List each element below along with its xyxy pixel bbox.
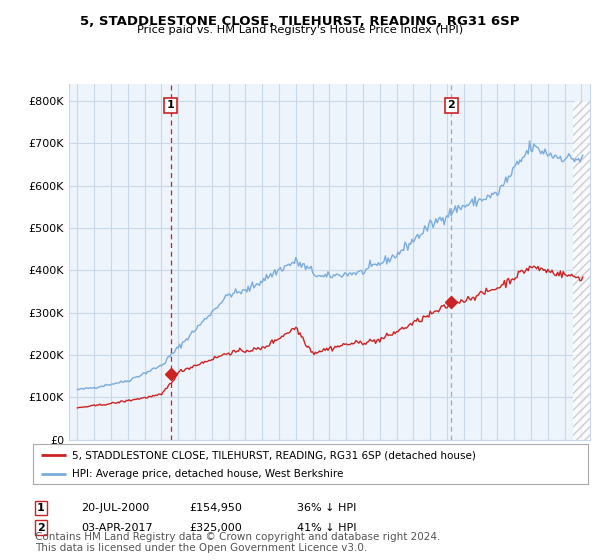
Text: HPI: Average price, detached house, West Berkshire: HPI: Average price, detached house, West… [72, 469, 343, 479]
Text: Price paid vs. HM Land Registry's House Price Index (HPI): Price paid vs. HM Land Registry's House … [137, 25, 463, 35]
Text: 2: 2 [37, 522, 44, 533]
Text: £325,000: £325,000 [189, 522, 242, 533]
Text: £154,950: £154,950 [189, 503, 242, 513]
Text: 03-APR-2017: 03-APR-2017 [81, 522, 152, 533]
Text: 41% ↓ HPI: 41% ↓ HPI [297, 522, 356, 533]
Text: 20-JUL-2000: 20-JUL-2000 [81, 503, 149, 513]
Text: 1: 1 [167, 100, 175, 110]
Text: 36% ↓ HPI: 36% ↓ HPI [297, 503, 356, 513]
Text: 2: 2 [448, 100, 455, 110]
Text: 5, STADDLESTONE CLOSE, TILEHURST, READING, RG31 6SP: 5, STADDLESTONE CLOSE, TILEHURST, READIN… [80, 15, 520, 27]
Text: Contains HM Land Registry data © Crown copyright and database right 2024.
This d: Contains HM Land Registry data © Crown c… [35, 531, 440, 553]
Text: 5, STADDLESTONE CLOSE, TILEHURST, READING, RG31 6SP (detached house): 5, STADDLESTONE CLOSE, TILEHURST, READIN… [72, 450, 476, 460]
Text: 1: 1 [37, 503, 44, 513]
